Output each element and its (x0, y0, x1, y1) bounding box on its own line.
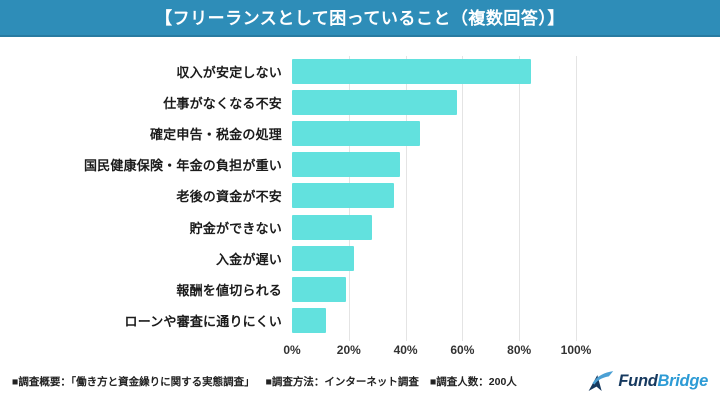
plot-area (292, 56, 577, 341)
gridline (576, 56, 577, 341)
bar-row (292, 87, 576, 118)
logo-fund: Fund (618, 371, 658, 390)
logo-wordmark: FundBridge (618, 373, 708, 390)
bar-row (292, 305, 576, 336)
bar-cannot-save (292, 214, 372, 240)
survey-overview: ■調査概要：「働き方と資金繰りに関する実態調査」 (12, 375, 255, 388)
title-banner: 【フリーランスとして困っていること（複数回答）】 (0, 0, 720, 37)
bar-late-payment (292, 245, 355, 271)
bar-row (292, 149, 576, 180)
category-label: 国民健康保険・年金の負担が重い (83, 158, 282, 174)
survey-notes: ■調査概要：「働き方と資金繰りに関する実態調査」 ■調査方法：インターネット調査… (12, 374, 528, 389)
category-label: 老後の資金が不安 (176, 189, 282, 205)
gridline (462, 56, 464, 341)
bar-loan-screening (292, 307, 327, 333)
category-label: 仕事がなくなる不安 (163, 96, 282, 112)
survey-method: ■調査方法：インターネット調査 (265, 375, 419, 388)
category-label: 報酬を値切られる (176, 282, 282, 298)
category-label: 貯金ができない (189, 220, 282, 236)
bars (292, 56, 576, 336)
x-axis: 0% 20% 40% 60% 80% 100% (283, 343, 591, 360)
bar-row (292, 212, 576, 243)
survey-count: ■調査人数：200人 (429, 375, 517, 388)
x-tick-label: 40% (393, 343, 418, 357)
footer: ■調査概要：「働き方と資金繰りに関する実態調査」 ■調査方法：インターネット調査… (0, 363, 720, 405)
category-label: ローンや審査に通りにくい (124, 313, 282, 329)
bar-fee-haggling (292, 276, 346, 302)
x-tick-label: 80% (507, 343, 532, 357)
gridline (405, 56, 407, 341)
category-label: 確定申告・税金の処理 (149, 127, 282, 143)
x-tick-label: 0% (283, 343, 301, 357)
bar-row (292, 118, 576, 149)
bar-row (292, 180, 576, 211)
category-label: 収入が安定しない (176, 65, 282, 81)
category-label: 入金が遅い (215, 251, 282, 267)
x-tick-label: 60% (450, 343, 475, 357)
bar-row (292, 274, 576, 305)
logo-bridge: Bridge (657, 371, 709, 390)
fundbridge-logo-icon (588, 370, 614, 391)
gridline (519, 56, 521, 341)
bar-row (292, 56, 576, 87)
x-tick-label: 100% (560, 343, 592, 357)
x-tick-label: 20% (336, 343, 361, 357)
category-labels: 収入が安定しない 仕事がなくなる不安 確定申告・税金の処理 国民健康保険・年金の… (0, 56, 292, 336)
page-title: 【フリーランスとして困っていること（複数回答）】 (155, 9, 565, 28)
fundbridge-logo: FundBridge (587, 369, 708, 394)
bar-chart: 収入が安定しない 仕事がなくなる不安 確定申告・税金の処理 国民健康保険・年金の… (0, 56, 720, 341)
bar-insurance-pension-burden (292, 152, 400, 178)
bar-income-instability (292, 59, 531, 85)
bar-losing-work-anxiety (292, 90, 457, 116)
bar-retirement-funds (292, 183, 395, 209)
bar-tax-filing (292, 121, 420, 147)
bar-row (292, 243, 576, 274)
